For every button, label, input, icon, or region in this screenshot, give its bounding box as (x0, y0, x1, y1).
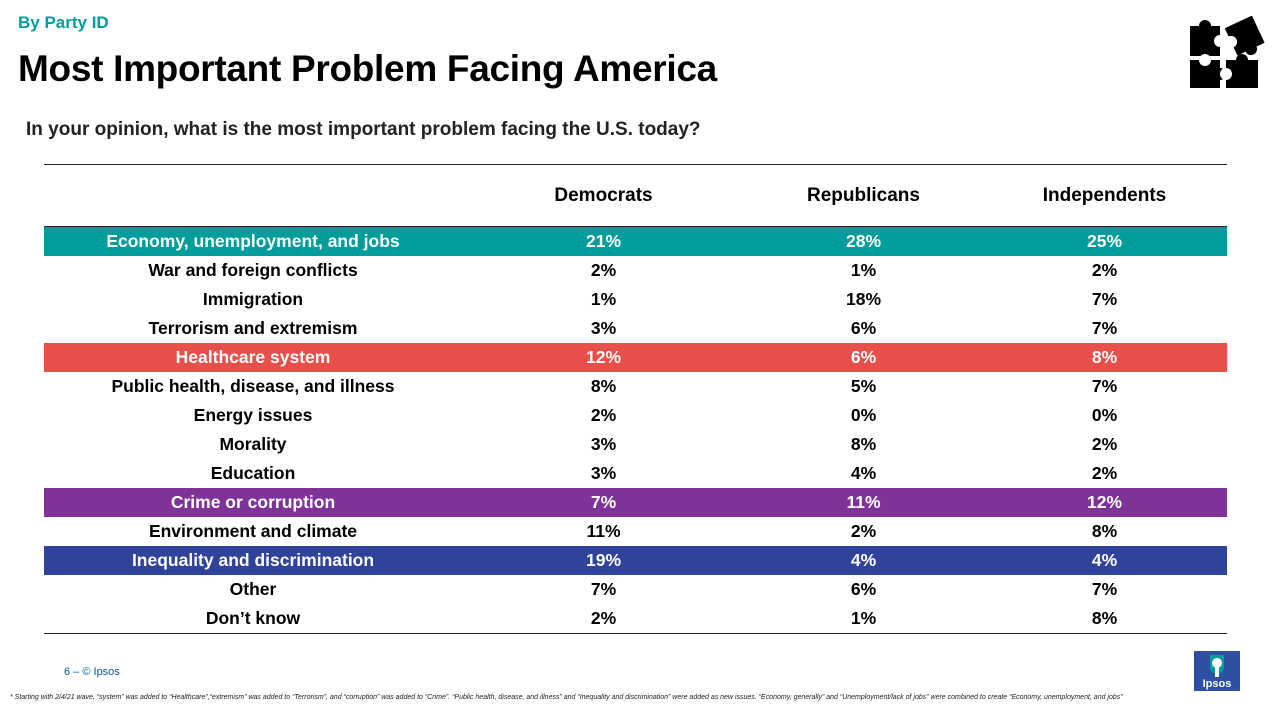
row-label: Inequality and discrimination (131, 550, 375, 570)
row-label: Environment and climate (148, 521, 358, 541)
survey-question: In your opinion, what is the most import… (26, 119, 701, 140)
table-row: Inequality and discrimination 19% 4% 4% (44, 546, 1227, 575)
row-label: Economy, unemployment, and jobs (106, 231, 400, 251)
value-cell: 7% (1091, 318, 1118, 338)
value-cell: 1% (590, 289, 617, 309)
row-label: Energy issues (193, 405, 313, 425)
row-label: Education (210, 463, 296, 483)
results-table: Democrats Republicans Independents Economy… (44, 164, 1227, 634)
table-row: Energy issues 2% 0% 0% (44, 401, 1227, 430)
table-row: Terrorism and extremism 3% 6% 7% (44, 314, 1227, 343)
row-label: War and foreign conflicts (148, 260, 358, 280)
table-row: Economy, unemployment, and jobs 21% 28% 25% (44, 227, 1227, 256)
value-cell: 2% (590, 260, 617, 280)
column-header: Republicans (807, 184, 920, 206)
value-cell: 7% (590, 492, 617, 512)
table-row: Morality 3% 8% 2% (44, 430, 1227, 459)
value-cell: 4% (850, 550, 877, 570)
value-cell: 6% (850, 318, 877, 338)
value-cell: 4% (850, 463, 877, 483)
table-row: Crime or corruption 7% 11% 12% (44, 488, 1227, 517)
row-label: Immigration (202, 289, 304, 309)
value-cell: 21% (585, 231, 622, 251)
value-cell: 8% (1091, 608, 1118, 628)
ipsos-logo: Ipsos (1194, 651, 1240, 691)
table-row: Other 7% 6% 7% (44, 575, 1227, 604)
row-label: Crime or corruption (170, 492, 336, 512)
page-footer: 6 – © Ipsos (64, 666, 120, 678)
value-cell: 11% (846, 492, 881, 512)
column-header: Independents (1042, 184, 1167, 206)
value-cell: 3% (590, 434, 617, 454)
value-cell: 8% (850, 434, 877, 454)
table-header: Democrats Republicans Independents (44, 165, 1227, 227)
value-cell: 6% (850, 347, 877, 367)
column-header: Democrats (554, 184, 653, 206)
page-title: Most Important Problem Facing America (18, 48, 717, 89)
value-cell: 18% (845, 289, 882, 309)
value-cell: 2% (1091, 434, 1118, 454)
value-cell: 3% (590, 318, 617, 338)
value-cell: 8% (1091, 347, 1118, 367)
value-cell: 7% (1091, 289, 1118, 309)
value-cell: 0% (850, 405, 877, 425)
row-label: Healthcare system (175, 347, 331, 367)
value-cell: 12% (1086, 492, 1123, 512)
table-row: Don’t know 2% 1% 8% (44, 604, 1227, 633)
value-cell: 8% (590, 376, 617, 396)
value-cell: 6% (850, 579, 877, 599)
value-cell: 2% (850, 521, 877, 541)
value-cell: 28% (845, 231, 882, 251)
ipsos-logo-text: Ipsos (1203, 678, 1232, 690)
value-cell: 0% (1091, 405, 1118, 425)
table-row: Education 3% 4% 2% (44, 459, 1227, 488)
value-cell: 7% (1091, 579, 1118, 599)
table-row: War and foreign conflicts 2% 1% 2% (44, 256, 1227, 285)
value-cell: 7% (1091, 376, 1118, 396)
value-cell: 3% (590, 463, 617, 483)
value-cell: 19% (585, 550, 622, 570)
value-cell: 2% (1091, 463, 1118, 483)
puzzle-icon (1190, 16, 1265, 88)
value-cell: 2% (590, 405, 617, 425)
row-label: Morality (219, 434, 287, 454)
table-row: Healthcare system 12% 6% 8% (44, 343, 1227, 372)
table-row: Public health, disease, and illness 8% 5% 7… (44, 372, 1227, 401)
value-cell: 7% (590, 579, 617, 599)
value-cell: 2% (1091, 260, 1118, 280)
value-cell: 12% (585, 347, 622, 367)
footnote: * Starting with 2/4/21 wave, “system” wa… (10, 694, 1123, 701)
section-label: By Party ID (18, 13, 109, 32)
value-cell: 2% (590, 608, 617, 628)
row-label: Other (229, 579, 277, 599)
table-row: Immigration 1% 18% 7% (44, 285, 1227, 314)
value-cell: 11% (586, 521, 621, 541)
table-body: Economy, unemployment, and jobs 21% 28% 25%… (44, 227, 1227, 633)
value-cell: 1% (850, 260, 877, 280)
value-cell: 1% (850, 608, 877, 628)
value-cell: 8% (1091, 521, 1118, 541)
value-cell: 25% (1086, 231, 1123, 251)
table-row: Environment and climate 11% 2% 8% (44, 517, 1227, 546)
value-cell: 5% (850, 376, 877, 396)
row-label: Public health, disease, and illness (111, 376, 395, 396)
row-label: Don’t know (205, 608, 301, 628)
row-label: Terrorism and extremism (148, 318, 358, 338)
value-cell: 4% (1091, 550, 1118, 570)
